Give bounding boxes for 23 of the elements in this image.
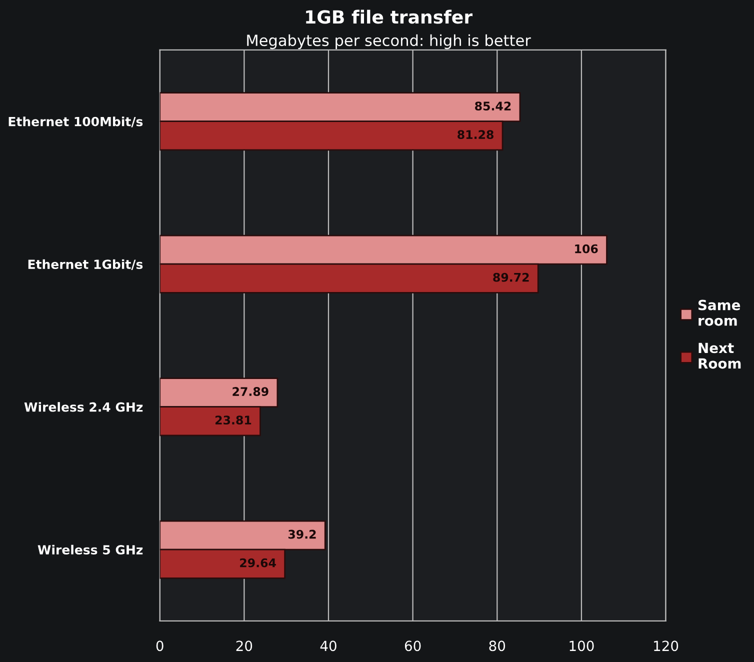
chart-subtitle: Megabytes per second: high is better (247, 34, 531, 50)
data-label: 85.42 (475, 102, 511, 111)
x-tick-label: 40 (320, 640, 336, 652)
data-label: 89.72 (493, 272, 529, 282)
legend-label: Same room (698, 300, 740, 326)
y-tick-label: Wireless 2.4 GHz (24, 402, 143, 412)
x-tick-label: 100 (570, 640, 594, 652)
data-label: 106 (575, 244, 598, 254)
x-tick-label: 0 (156, 640, 164, 652)
y-tick-label: Wireless 5 GHz (38, 544, 143, 555)
x-tick-label: 80 (489, 640, 506, 652)
data-label: 81.28 (458, 130, 494, 140)
data-label: 27.89 (232, 387, 268, 396)
data-label: 39.2 (288, 530, 316, 539)
y-tick-label: Ethernet 100Mbit/s (8, 116, 143, 128)
x-tick-label: 60 (404, 640, 421, 652)
data-label: 29.64 (240, 558, 276, 568)
x-tick-label: 20 (236, 640, 252, 652)
legend-label: Next Room (698, 342, 741, 369)
y-tick-label: Ethernet 1Gbit/s (28, 259, 143, 270)
x-tick-label: 120 (654, 640, 678, 652)
chart-title: 1GB file transfer (306, 10, 473, 24)
data-label: 23.81 (215, 416, 252, 425)
